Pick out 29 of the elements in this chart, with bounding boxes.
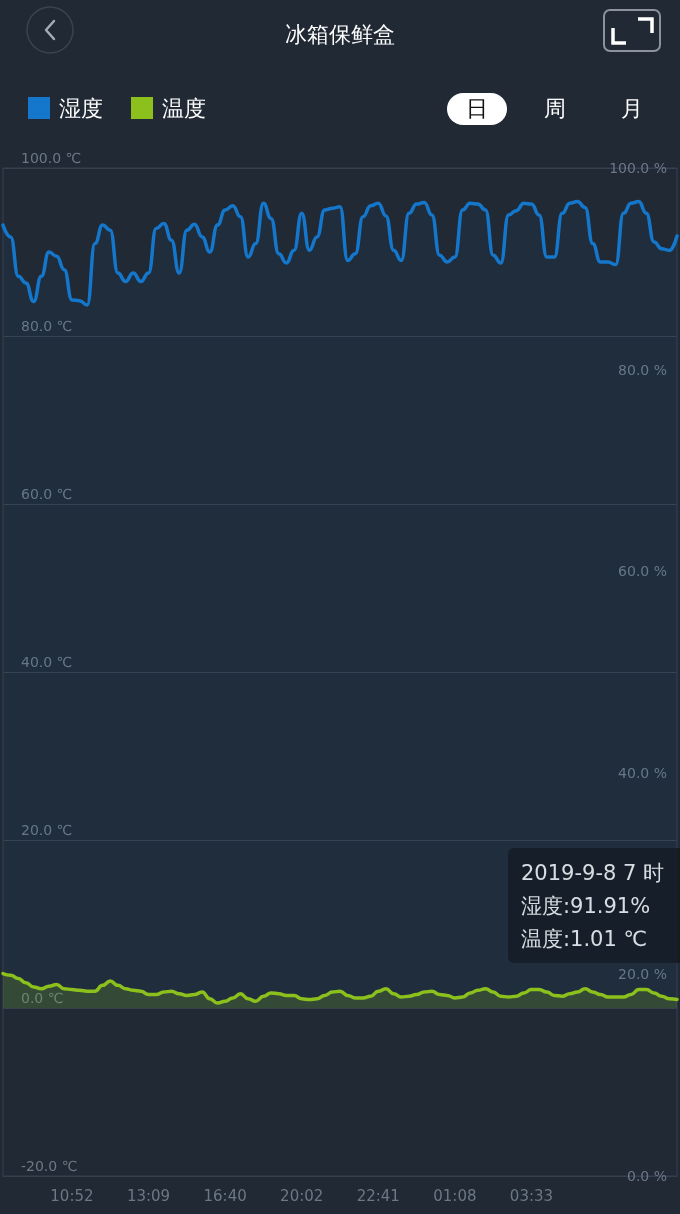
selected-tab-button: 日 <box>447 93 507 125</box>
x-tick-label: 10:52 <box>50 1186 94 1205</box>
y2-tick-label: 0.0 % <box>626 1168 667 1184</box>
x-tick-label: 16:40 <box>203 1186 247 1205</box>
legend-label: 湿度 <box>59 95 103 121</box>
chart-title: 冰箱保鲜盒 <box>285 21 395 47</box>
y2-tick-label: 80.0 % <box>618 361 667 378</box>
y2-tick-label: 40.0 % <box>618 764 667 781</box>
annotation: 湿度:91.91% <box>521 893 651 918</box>
y2-tick-label: 100.0 % <box>609 160 667 176</box>
y-tick-label: 80.0 ℃ <box>21 318 73 334</box>
x-tick-label: 22:41 <box>356 1186 400 1205</box>
y-tick-label: 0.0 ℃ <box>21 990 64 1006</box>
annotation: 2019-9-8 7 时 <box>521 860 665 885</box>
y-tick-label: -20.0 ℃ <box>21 1158 78 1174</box>
tab-label: 周 <box>543 95 567 123</box>
x-tick-label: 20:02 <box>280 1186 324 1205</box>
y-tick-label: 60.0 ℃ <box>21 486 73 502</box>
x-tick-label: 03:33 <box>509 1186 554 1205</box>
x-tick-label: 01:08 <box>433 1186 477 1205</box>
x-tick-label: 13:09 <box>126 1186 171 1205</box>
legend-label: 温度 <box>162 95 206 121</box>
y-tick-label: 100.0 ℃ <box>21 150 82 166</box>
y2-tick-label: 60.0 % <box>618 563 667 580</box>
annotation: 温度:1.01 ℃ <box>521 926 648 951</box>
y-tick-label: 20.0 ℃ <box>21 822 73 838</box>
y-tick-label: 40.0 ℃ <box>21 654 73 670</box>
tab-label: 月 <box>620 95 644 123</box>
y2-tick-label: 20.0 % <box>618 966 667 983</box>
